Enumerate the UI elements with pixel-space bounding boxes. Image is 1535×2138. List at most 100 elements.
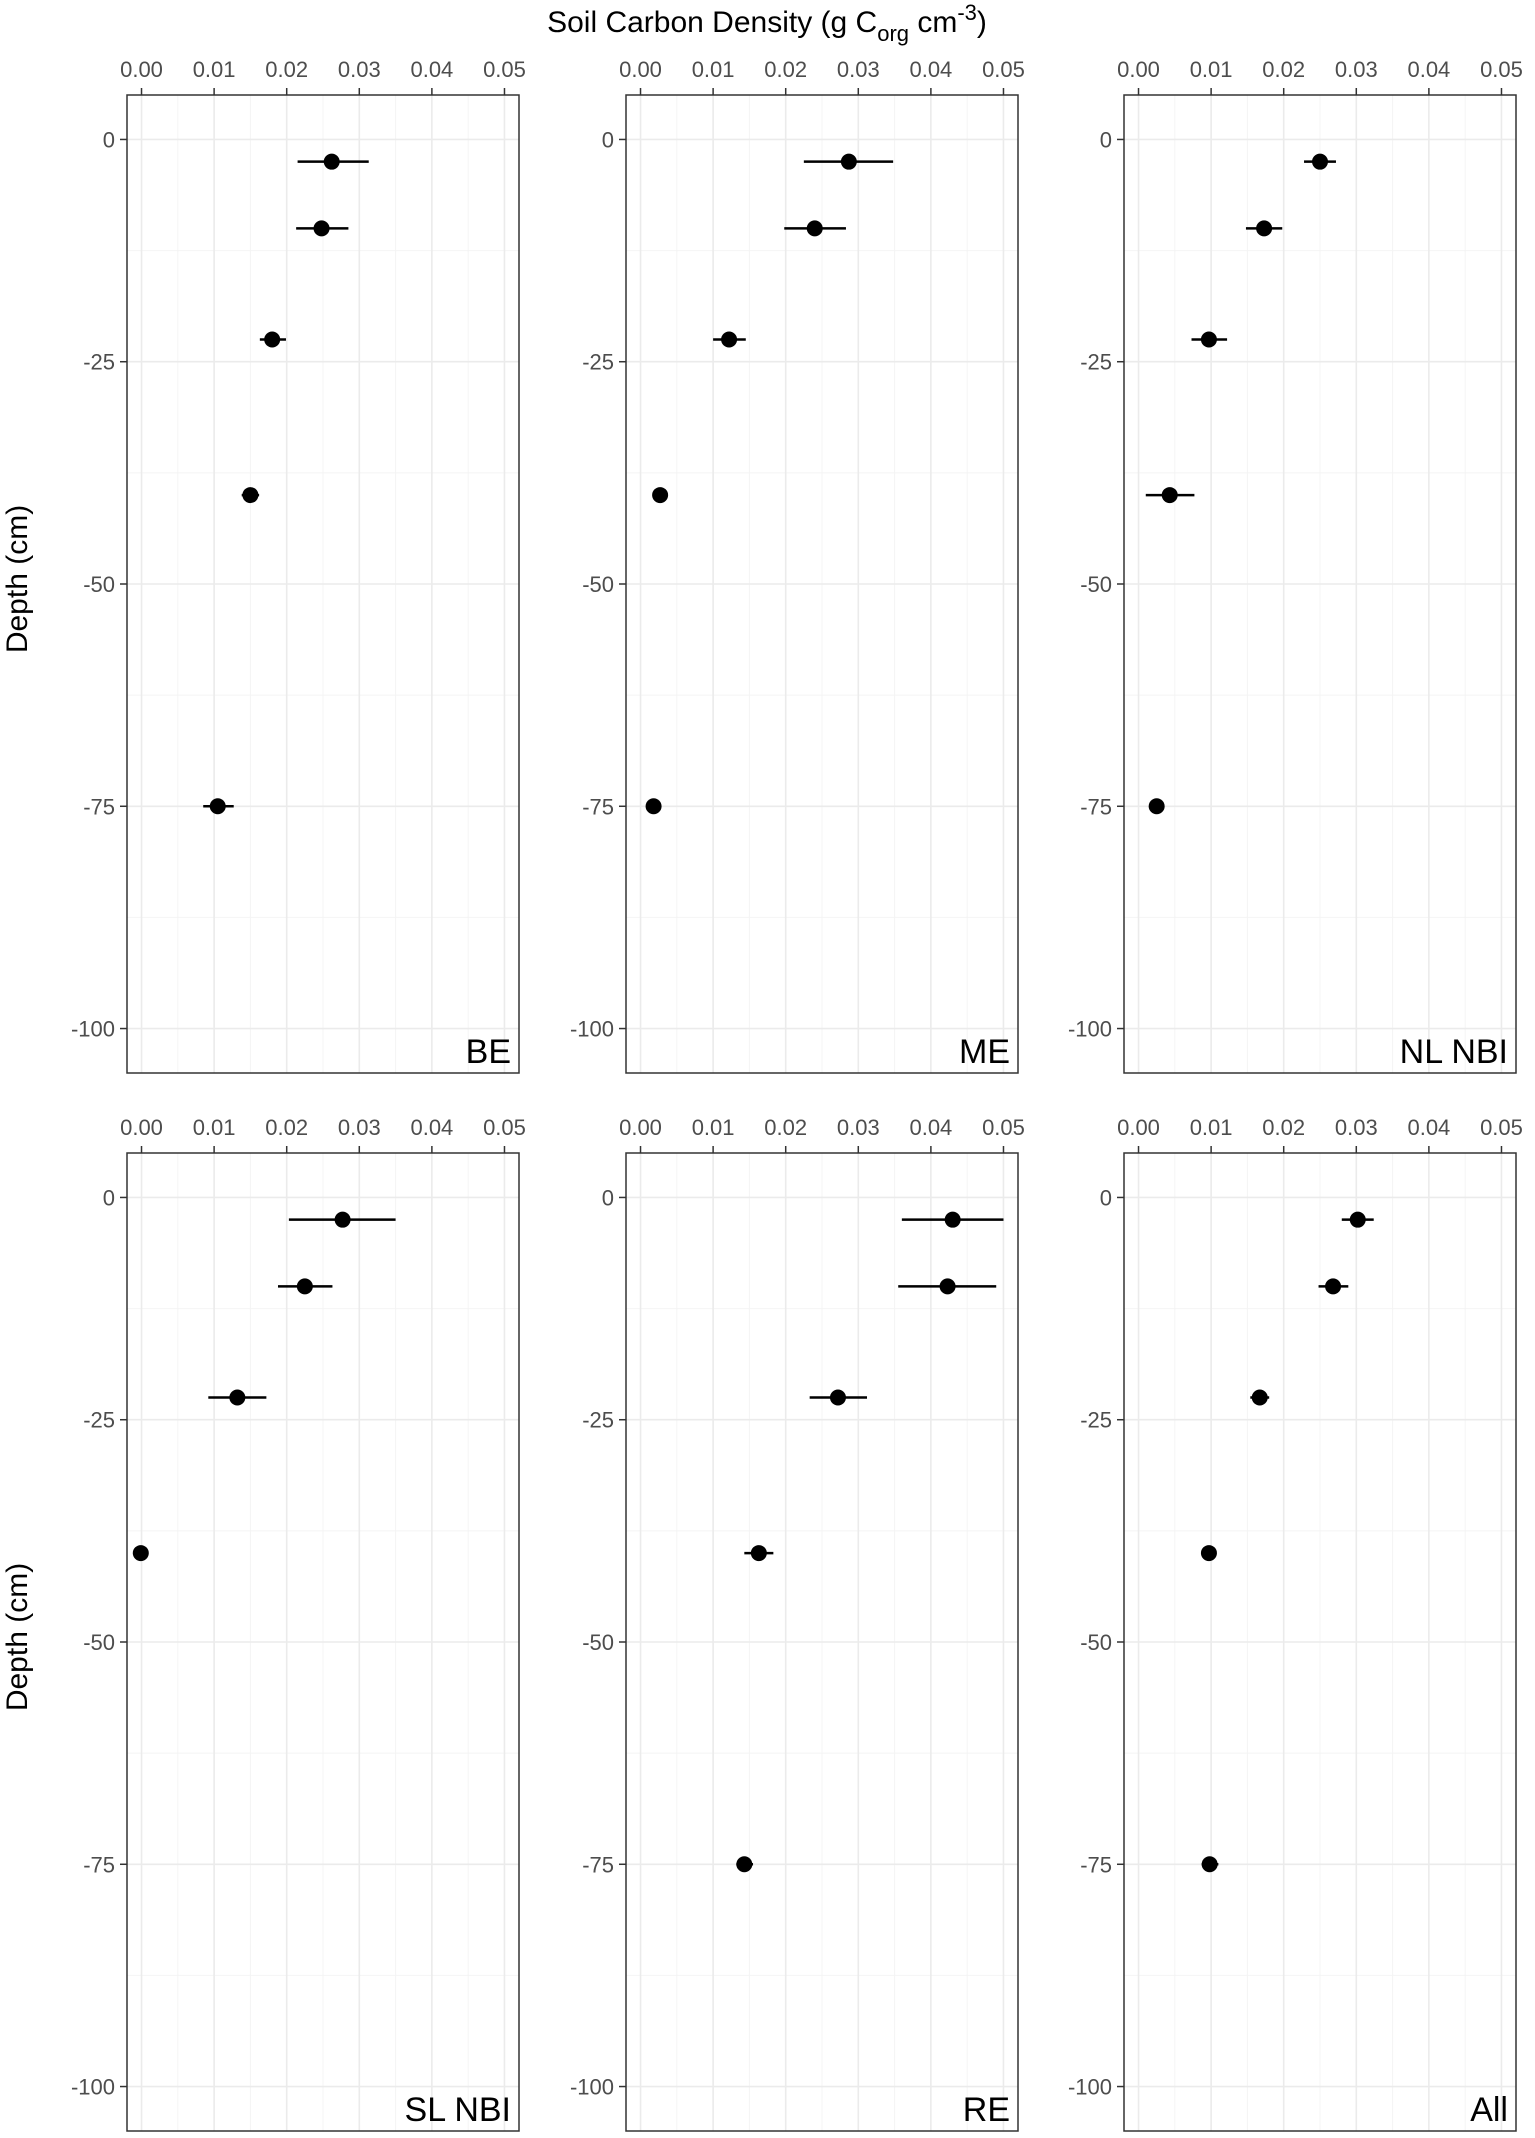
data-point	[840, 153, 857, 170]
y-tick-label: -100	[71, 2075, 115, 2100]
panel-1: 0.00 0.01 0.02 0.03 0.04 0.05 0 -25 -50 -75 -100 ME	[570, 57, 1025, 1074]
x-axis-title: Soil Carbon Density (g Corg cm-3)	[547, 0, 987, 46]
y-axis-title-bottom: Depth (cm)	[1, 1563, 34, 1711]
y-tick-label: -25	[1080, 350, 1112, 375]
y-tick-label: 0	[103, 1185, 115, 1210]
x-tick-label: 0.03	[338, 57, 381, 82]
data-point	[1325, 1278, 1342, 1295]
y-tick-label: -75	[582, 794, 614, 819]
x-tick-label: 0.05	[483, 57, 526, 82]
x-tick-label: 0.04	[909, 57, 952, 82]
x-tick-label: 0.03	[1335, 1115, 1378, 1140]
y-tick-label: -25	[83, 1408, 115, 1433]
data-point	[242, 487, 259, 504]
x-tick-label: 0.01	[692, 57, 735, 82]
x-tick-label: 0.03	[338, 1115, 381, 1140]
panel-label: ME	[959, 1033, 1010, 1071]
data-point	[1148, 798, 1165, 815]
y-tick-label: -50	[1080, 572, 1112, 597]
data-point	[1200, 331, 1217, 348]
panel-label: SL NBI	[405, 2091, 511, 2129]
y-tick-label: -100	[71, 1017, 115, 1042]
panel-5: 0.00 0.01 0.02 0.03 0.04 0.05 0 -25 -50 -75 -100 Al…	[1068, 1115, 1523, 2132]
data-point	[296, 1278, 313, 1295]
x-tick-label: 0.05	[982, 1115, 1025, 1140]
x-tick-label: 0.04	[410, 57, 453, 82]
x-tick-label: 0.00	[1117, 1115, 1160, 1140]
y-axis-title-row-1: Depth (cm)	[1, 505, 34, 653]
panel-2: 0.00 0.01 0.02 0.03 0.04 0.05 0 -25 -50 -75 -100 NL…	[1068, 57, 1523, 1074]
y-axis-title-top: Depth (cm)	[1, 505, 34, 653]
panel-label: NL NBI	[1400, 1033, 1508, 1071]
x-tick-label: 0.00	[120, 57, 163, 82]
x-axis-title-unit: cm	[909, 6, 957, 39]
y-tick-label: -25	[83, 350, 115, 375]
data-point	[829, 1389, 846, 1406]
panel-label: All	[1470, 2091, 1508, 2129]
x-tick-label: 0.05	[1480, 1115, 1523, 1140]
y-tick-label: -100	[1068, 2075, 1112, 2100]
data-point	[944, 1211, 961, 1228]
data-point	[334, 1211, 351, 1228]
x-tick-label: 0.04	[909, 1115, 952, 1140]
data-point	[264, 331, 281, 348]
x-tick-label: 0.02	[1262, 1115, 1305, 1140]
x-tick-label: 0.02	[1262, 57, 1305, 82]
x-tick-label: 0.02	[265, 57, 308, 82]
x-axis-title-close: )	[977, 6, 987, 39]
y-tick-label: -75	[1080, 794, 1112, 819]
x-tick-label: 0.05	[982, 57, 1025, 82]
y-tick-label: -100	[1068, 1017, 1112, 1042]
x-tick-label: 0.04	[410, 1115, 453, 1140]
data-point	[652, 487, 669, 504]
x-tick-label: 0.01	[1190, 57, 1233, 82]
data-point	[323, 153, 340, 170]
y-tick-label: -25	[582, 1408, 614, 1433]
x-tick-label: 0.03	[837, 1115, 880, 1140]
x-axis-title-superscript: -3	[957, 0, 977, 25]
y-tick-label: -100	[570, 2075, 614, 2100]
panel-label: BE	[466, 1033, 511, 1071]
panel-3: 0.00 0.01 0.02 0.03 0.04 0.05 0 -25 -50 -75 -100 SL…	[71, 1115, 526, 2132]
x-tick-label: 0.00	[619, 57, 662, 82]
y-tick-label: -25	[582, 350, 614, 375]
x-tick-label: 0.00	[619, 1115, 662, 1140]
x-axis-title-subscript: org	[877, 21, 909, 46]
x-tick-label: 0.00	[120, 1115, 163, 1140]
data-point	[209, 798, 226, 815]
data-point	[806, 220, 823, 237]
x-tick-label: 0.01	[193, 57, 236, 82]
panel-label: RE	[963, 2091, 1010, 2129]
data-point	[1251, 1389, 1268, 1406]
x-tick-label: 0.05	[1480, 57, 1523, 82]
data-point	[1200, 1545, 1217, 1562]
x-tick-label: 0.01	[193, 1115, 236, 1140]
y-tick-label: -75	[1080, 1852, 1112, 1877]
y-tick-label: 0	[602, 127, 614, 152]
x-tick-label: 0.02	[764, 1115, 807, 1140]
x-axis-title-main: Soil Carbon Density (g C	[547, 6, 877, 39]
y-tick-label: -100	[570, 1017, 614, 1042]
y-tick-label: -50	[1080, 1630, 1112, 1655]
y-axis-title-row-2: Depth (cm)	[1, 1563, 34, 1711]
y-tick-label: 0	[1100, 1185, 1112, 1210]
data-point	[1201, 1856, 1218, 1873]
y-tick-label: -50	[582, 572, 614, 597]
data-point	[721, 331, 738, 348]
y-tick-label: -50	[582, 1630, 614, 1655]
x-tick-label: 0.04	[1407, 1115, 1450, 1140]
x-tick-label: 0.00	[1117, 57, 1160, 82]
svg-text:Soil Carbon Density (g Corg cm: Soil Carbon Density (g Corg cm-3)	[547, 0, 987, 46]
data-point	[1312, 153, 1328, 170]
data-point	[1256, 220, 1273, 237]
x-tick-label: 0.04	[1407, 57, 1450, 82]
x-tick-label: 0.01	[692, 1115, 735, 1140]
data-point	[645, 798, 662, 815]
y-tick-label: 0	[103, 127, 115, 152]
data-point	[132, 1545, 149, 1562]
data-point	[939, 1278, 956, 1295]
y-tick-label: -75	[582, 1852, 614, 1877]
y-tick-label: -50	[83, 572, 115, 597]
panel-0: 0.00 0.01 0.02 0.03 0.04 0.05 0 -25 -50 -75 -100 BE	[71, 57, 526, 1074]
